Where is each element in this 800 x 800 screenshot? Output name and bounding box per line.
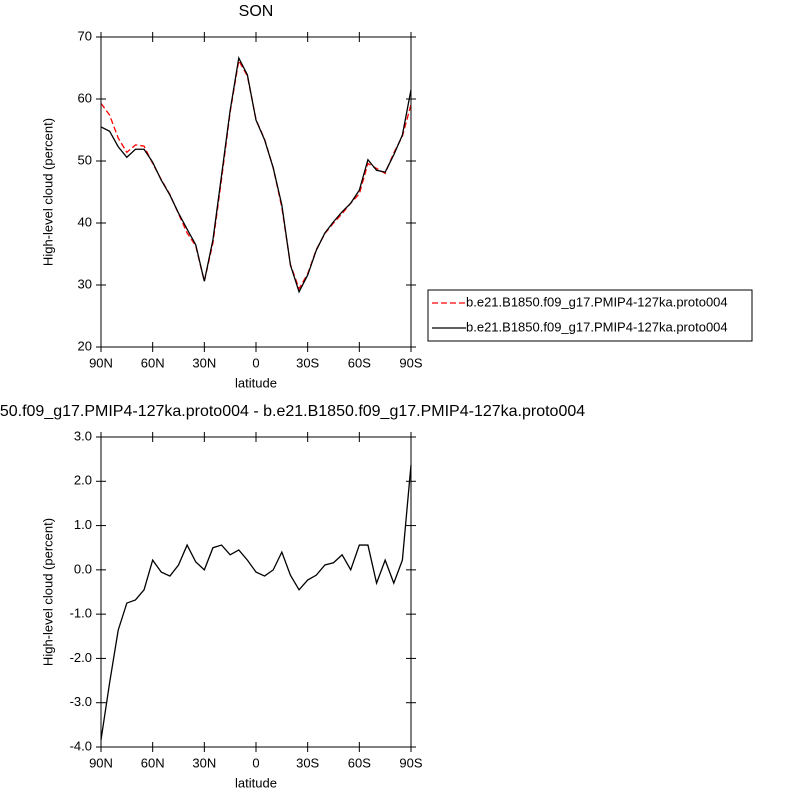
legend-box bbox=[427, 289, 753, 342]
y-tick-label: 50 bbox=[78, 152, 92, 167]
x-tick-label: 60S bbox=[348, 755, 371, 770]
legend-label: b.e21.B1850.f09_g17.PMIP4-127ka.proto004 bbox=[466, 294, 728, 309]
x-axis-label: latitude bbox=[235, 775, 277, 790]
y-tick-label: 0.0 bbox=[74, 561, 92, 576]
x-tick-label: 30N bbox=[192, 355, 216, 370]
y-tick-label: 2.0 bbox=[74, 473, 92, 488]
y-tick-label: 60 bbox=[78, 90, 92, 105]
x-axis-label: latitude bbox=[235, 375, 277, 390]
y-tick-label: -4.0 bbox=[70, 738, 92, 753]
x-tick-label: 30S bbox=[296, 755, 319, 770]
y-tick-label: 3.0 bbox=[74, 428, 92, 443]
y-tick-label: -3.0 bbox=[70, 694, 92, 709]
chart-title: b.e21.B1850.f09_g17.PMIP4-127ka.proto004… bbox=[0, 403, 585, 420]
x-tick-label: 0 bbox=[252, 755, 259, 770]
y-axis-label: High-level cloud (percent) bbox=[40, 518, 55, 666]
y-tick-label: 70 bbox=[78, 28, 92, 43]
x-tick-label: 90N bbox=[89, 355, 113, 370]
x-tick-label: 30S bbox=[296, 355, 319, 370]
y-tick-label: 30 bbox=[78, 276, 92, 291]
y-axis-label: High-level cloud (percent) bbox=[40, 118, 55, 266]
chart-title: SON bbox=[239, 3, 274, 20]
x-tick-label: 60N bbox=[141, 755, 165, 770]
plot-frame bbox=[100, 436, 412, 748]
series-line bbox=[100, 58, 412, 291]
y-tick-label: -2.0 bbox=[70, 650, 92, 665]
x-tick-label: 90N bbox=[89, 755, 113, 770]
x-tick-label: 30N bbox=[192, 755, 216, 770]
x-tick-label: 60S bbox=[348, 355, 371, 370]
x-tick-label: 0 bbox=[252, 355, 259, 370]
plot-frame bbox=[100, 36, 412, 348]
series-line bbox=[100, 464, 412, 741]
x-tick-label: 90S bbox=[399, 355, 422, 370]
y-tick-label: 40 bbox=[78, 214, 92, 229]
x-tick-label: 60N bbox=[141, 355, 165, 370]
legend-label: b.e21.B1850.f09_g17.PMIP4-127ka.proto004 bbox=[466, 319, 728, 334]
x-tick-label: 90S bbox=[399, 755, 422, 770]
y-tick-label: 1.0 bbox=[74, 517, 92, 532]
y-tick-label: -1.0 bbox=[70, 606, 92, 621]
y-tick-label: 20 bbox=[78, 338, 92, 353]
series-line bbox=[100, 56, 412, 294]
